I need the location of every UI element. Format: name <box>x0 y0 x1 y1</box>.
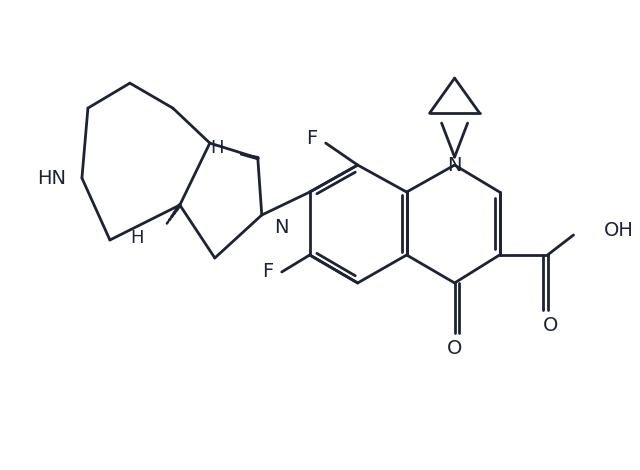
Text: OH: OH <box>604 220 634 240</box>
Text: HN: HN <box>37 169 66 188</box>
Text: F: F <box>262 262 273 282</box>
Text: N: N <box>274 218 288 236</box>
Text: O: O <box>543 316 558 336</box>
Text: O: O <box>447 339 462 359</box>
Text: N: N <box>447 156 462 174</box>
Text: F: F <box>306 129 317 148</box>
Text: H: H <box>211 139 224 157</box>
Text: H: H <box>131 229 144 247</box>
